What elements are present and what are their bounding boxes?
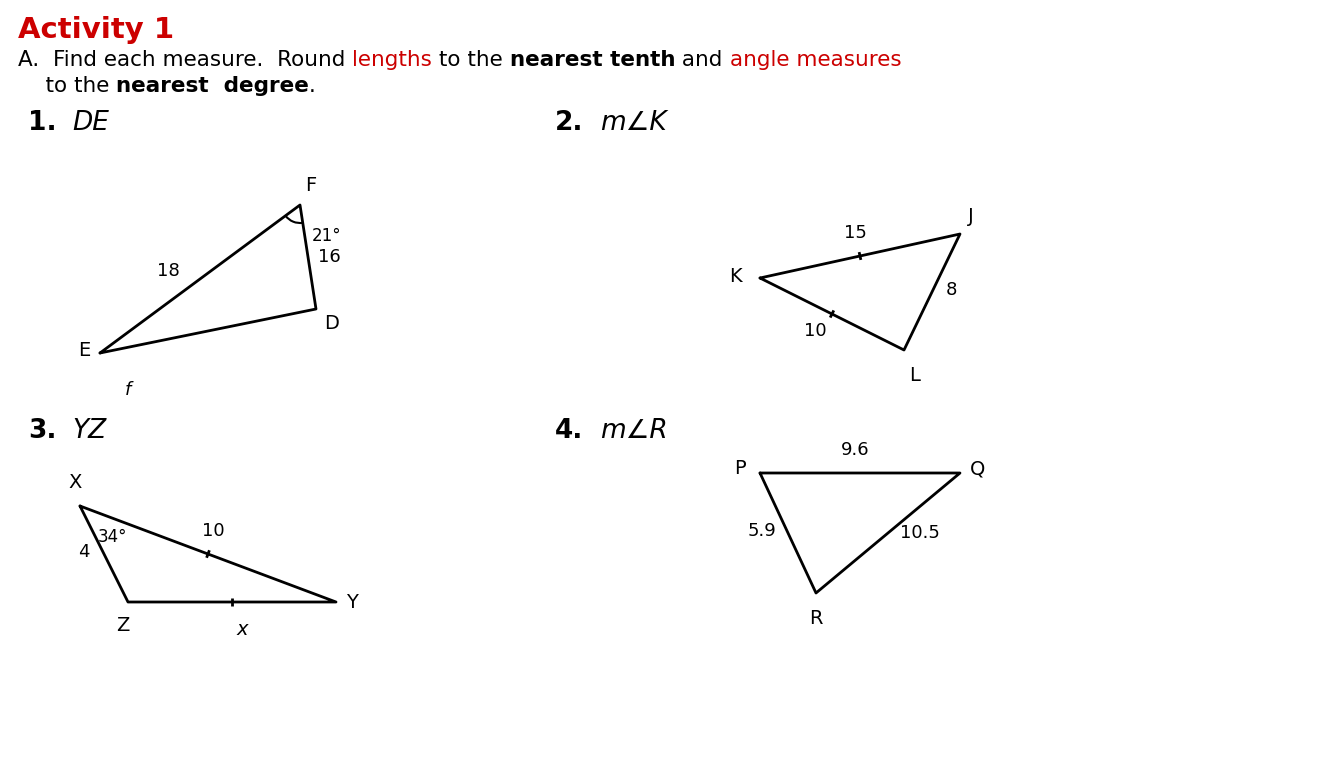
- Text: 18: 18: [157, 262, 181, 280]
- Text: m∠K: m∠K: [600, 110, 667, 136]
- Text: 16: 16: [317, 248, 341, 266]
- Text: Z: Z: [117, 616, 130, 635]
- Text: Activity 1: Activity 1: [19, 16, 174, 44]
- Text: 21°: 21°: [312, 227, 341, 245]
- Text: 2.: 2.: [555, 110, 583, 136]
- Text: 4.: 4.: [555, 418, 583, 444]
- Text: X: X: [68, 473, 82, 492]
- Text: 10: 10: [805, 322, 827, 340]
- Text: m∠R: m∠R: [600, 418, 668, 444]
- Text: L: L: [908, 366, 920, 385]
- Text: YZ: YZ: [72, 418, 106, 444]
- Text: R: R: [809, 609, 823, 628]
- Text: 1.: 1.: [28, 110, 57, 136]
- Text: 3.: 3.: [28, 418, 57, 444]
- Text: 8: 8: [946, 281, 957, 299]
- Text: J: J: [968, 207, 973, 226]
- Text: angle measures: angle measures: [729, 50, 902, 70]
- Text: DE: DE: [72, 110, 109, 136]
- Text: f: f: [125, 381, 131, 399]
- Text: x: x: [236, 620, 248, 639]
- Text: D: D: [324, 314, 339, 333]
- Text: 10: 10: [202, 522, 224, 540]
- Text: 4: 4: [78, 543, 90, 561]
- Text: 10.5: 10.5: [900, 524, 940, 542]
- Text: A.  Find each measure.  Round: A. Find each measure. Round: [19, 50, 352, 70]
- Text: F: F: [305, 176, 316, 195]
- Text: 15: 15: [843, 224, 866, 242]
- Text: nearest  degree: nearest degree: [117, 76, 309, 96]
- Text: P: P: [734, 459, 746, 478]
- Text: to the: to the: [19, 76, 117, 96]
- Text: lengths: lengths: [352, 50, 432, 70]
- Text: nearest tenth: nearest tenth: [510, 50, 675, 70]
- Text: to the: to the: [432, 50, 510, 70]
- Text: Q: Q: [969, 459, 985, 478]
- Text: 5.9: 5.9: [748, 522, 776, 540]
- Text: .: .: [309, 76, 316, 96]
- Text: K: K: [729, 266, 742, 286]
- Text: 34°: 34°: [98, 528, 127, 546]
- Text: Y: Y: [347, 592, 357, 611]
- Text: and: and: [675, 50, 729, 70]
- Text: E: E: [78, 342, 90, 360]
- Text: 9.6: 9.6: [841, 441, 870, 459]
